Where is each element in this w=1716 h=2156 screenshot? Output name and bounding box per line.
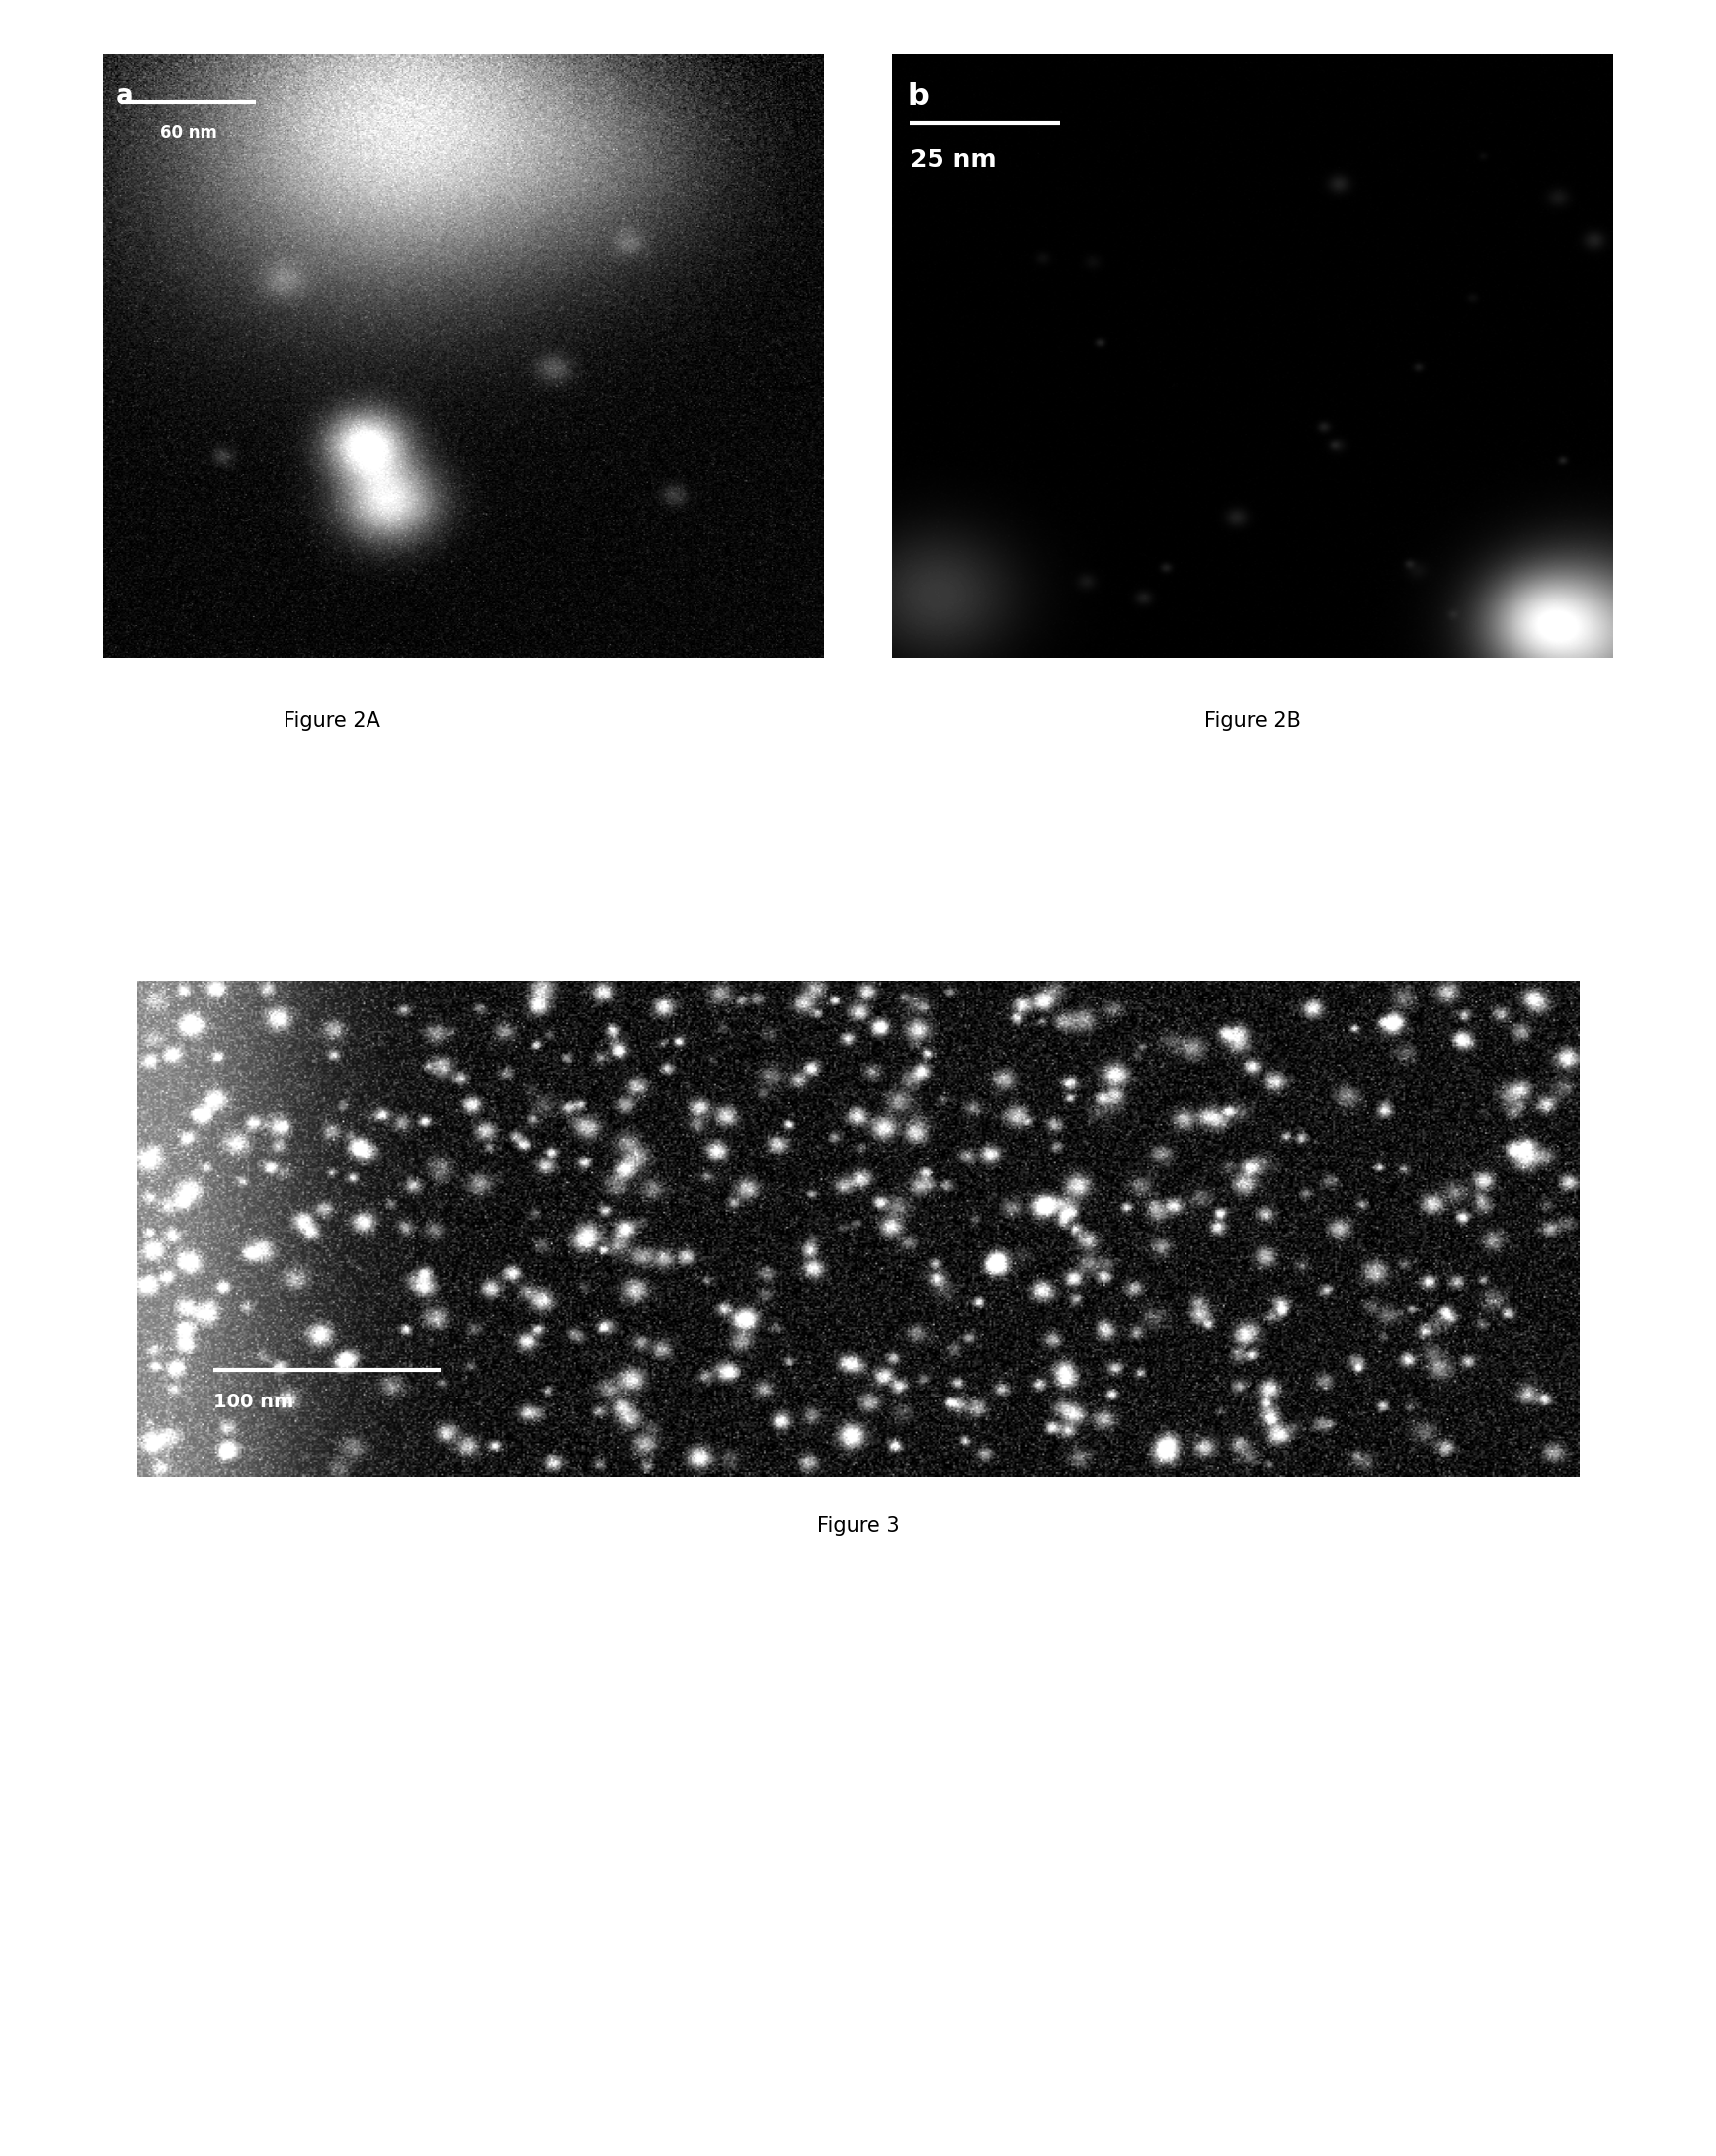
Text: b: b [908,82,928,110]
Text: Figure 2A: Figure 2A [283,711,379,731]
Text: Figure 2B: Figure 2B [1205,711,1301,731]
Text: a: a [115,82,134,110]
Text: 60 nm: 60 nm [160,125,218,142]
Text: Figure 3: Figure 3 [817,1516,899,1535]
Text: 25 nm: 25 nm [909,149,997,172]
Text: 100 nm: 100 nm [213,1393,293,1412]
